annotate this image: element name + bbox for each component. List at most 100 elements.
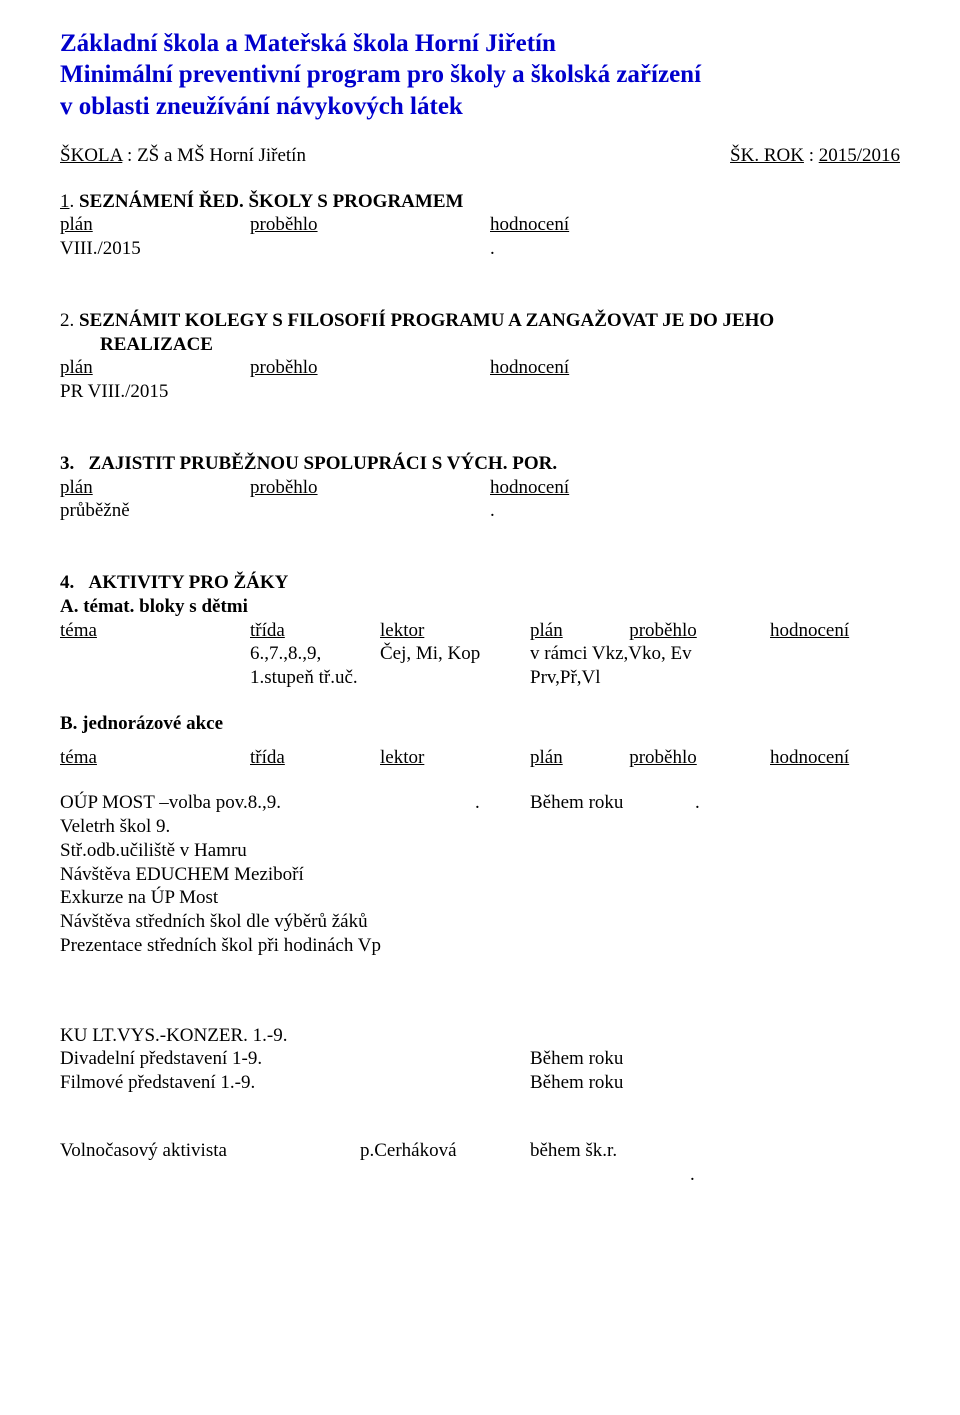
vol-left: Volnočasový aktivista — [60, 1139, 360, 1163]
vol-tail-spacer — [60, 1163, 690, 1187]
meta-row: ŠKOLA : ZŠ a MŠ Horní Jiřetín ŠK. ROK : … — [60, 144, 900, 168]
s2-plan: PR VIII./2015 — [60, 380, 250, 404]
meta-year-value: 2015/2016 — [819, 145, 900, 166]
meta-school-label: ŠKOLA — [60, 145, 122, 166]
s4b-line1-when: Během roku — [530, 791, 695, 815]
s4b-line1-tail: . — [695, 791, 700, 815]
section-3-headers: plán proběhlo hodnocení — [60, 476, 900, 500]
kult-title: KU LT.VYS.-KONZER. 1.-9. — [60, 1024, 900, 1048]
vol-mid: p.Cerháková — [360, 1139, 530, 1163]
section-1-headers: plán proběhlo hodnocení — [60, 213, 900, 237]
section-3-head: 3. ZAJISTIT PRUBĚŽNOU SPOLUPRÁCI S VÝCH.… — [60, 452, 900, 476]
section-1-head: 1. SEZNÁMENÍ ŘED. ŠKOLY S PROGRAMEM — [60, 190, 900, 214]
section-3-title — [79, 453, 89, 474]
s4b-line2: Veletrh škol 9. — [60, 815, 900, 839]
s3-hodnoceni: . — [490, 499, 900, 523]
section-1-dot: . — [70, 191, 75, 212]
section-1-title: SEZNÁMENÍ ŘED. ŠKOLY S PROGRAMEM — [79, 191, 463, 212]
col-probehlo-2: proběhlo — [250, 356, 490, 380]
meta-year: ŠK. ROK : 2015/2016 — [730, 144, 900, 168]
s4a-h-plan-wrap: plán proběhlo — [530, 619, 770, 643]
col-hodnoceni-3: hodnocení — [490, 476, 900, 500]
section-4a-row1: 6.,7.,8.,9, Čej, Mi, Kop v rámci Vkz,Vko… — [60, 642, 900, 666]
section-4a-headers: téma třída lektor plán proběhlo hodnocen… — [60, 619, 900, 643]
vol-tail-row: . — [60, 1163, 900, 1187]
meta-colon: : — [127, 145, 137, 166]
s4b-h-tema: téma — [60, 746, 250, 770]
col-plan-3: plán — [60, 476, 250, 500]
s4a-h-hodnoceni: hodnocení — [770, 619, 900, 643]
title-line-1: Základní škola a Mateřská škola Horní Ji… — [60, 30, 556, 57]
s4b-h-probehlo: proběhlo — [629, 747, 697, 768]
s4b-h-lektor: lektor — [380, 746, 530, 770]
title-line-3: v oblasti zneužívání návykových látek — [60, 93, 463, 120]
col-probehlo-3: proběhlo — [250, 476, 490, 500]
meta-year-label: ŠK. ROK — [730, 145, 804, 166]
s4a-r2-plan: Prv,Př,Vl — [530, 666, 770, 690]
section-2-head: 2. SEZNÁMIT KOLEGY S FILOSOFIÍ PROGRAMU … — [60, 309, 900, 333]
s4a-h-trida: třída — [250, 619, 380, 643]
meta-school-value: ZŠ a MŠ Horní Jiřetín — [137, 145, 306, 166]
col-hodnoceni-2: hodnocení — [490, 356, 900, 380]
kult-r1-right: Během roku — [530, 1047, 900, 1071]
kult-r1-left: Divadelní představení 1-9. — [60, 1047, 530, 1071]
section-2-title2-wrap: REALIZACE — [60, 333, 900, 357]
kult-r2-left: Filmové představení 1.-9. — [60, 1071, 530, 1095]
section-2: 2. SEZNÁMIT KOLEGY S FILOSOFIÍ PROGRAMU … — [60, 309, 900, 404]
s4b-line1: OÚP MOST –volba pov.8.,9. . Během roku . — [60, 791, 900, 815]
section-4-num: 4. — [60, 572, 74, 593]
section-4-title — [79, 572, 89, 593]
s3-plan: průběžně — [60, 499, 250, 523]
s4a-r1-empty — [770, 642, 900, 666]
section-2-headers: plán proběhlo hodnocení — [60, 356, 900, 380]
s4b-line1-left: OÚP MOST –volba pov.8.,9. — [60, 791, 475, 815]
meta-colon2: : — [809, 145, 819, 166]
s4b-line3: Stř.odb.učiliště v Hamru — [60, 839, 900, 863]
s4a-h-tema: téma — [60, 619, 250, 643]
s4b-h-plan: plán — [530, 747, 563, 768]
s4b-h-trida: třída — [250, 746, 380, 770]
s4a-label: A. témat. bloky s dětmi — [60, 596, 248, 617]
page-title: Základní škola a Mateřská škola Horní Ji… — [60, 28, 900, 122]
section-4: 4. AKTIVITY PRO ŽÁKY A. témat. bloky s d… — [60, 571, 900, 958]
s4b-line1-dot: . — [475, 791, 530, 815]
s4a-r2-lektor — [380, 666, 530, 690]
section-2-title1: SEZNÁMIT KOLEGY S FILOSOFIÍ PROGRAMU A Z… — [79, 310, 774, 331]
s4a-r2-trida: 1.stupeň tř.uč. — [250, 666, 380, 690]
section-4b-label: B. jednorázové akce — [60, 712, 900, 736]
section-1: 1. SEZNÁMENÍ ŘED. ŠKOLY S PROGRAMEM plán… — [60, 190, 900, 261]
s1-hodnoceni: . — [490, 237, 900, 261]
s2-empty2 — [490, 380, 900, 404]
col-plan-2: plán — [60, 356, 250, 380]
s4b-sp — [567, 747, 624, 768]
s4b-h-plan-wrap: plán proběhlo — [530, 746, 770, 770]
s4a-r1-tema — [60, 642, 250, 666]
vol-tail: . — [690, 1163, 695, 1187]
section-1-num: 1 — [60, 191, 70, 212]
s4a-r1-trida: 6.,7.,8.,9, — [250, 642, 380, 666]
s1-empty — [250, 237, 490, 261]
s2-empty — [250, 380, 490, 404]
vol-right: během šk.r. — [530, 1139, 617, 1163]
s4a-h-probehlo: proběhlo — [629, 620, 697, 641]
s3-empty — [250, 499, 490, 523]
s4b-line4: Návštěva EDUCHEM Meziboří — [60, 863, 900, 887]
s4a-sp — [567, 620, 624, 641]
s4a-h-plan: plán — [530, 620, 563, 641]
s4a-r1-plan: v rámci Vkz,Vko, Ev — [530, 642, 770, 666]
section-3-row: průběžně . — [60, 499, 900, 523]
col-plan: plán — [60, 213, 250, 237]
title-line-2: Minimální preventivní program pro školy … — [60, 61, 701, 88]
section-4b-headers: téma třída lektor plán proběhlo hodnocen… — [60, 746, 900, 770]
s4b-label: B. jednorázové akce — [60, 713, 223, 734]
s1-plan: VIII./2015 — [60, 237, 250, 261]
section-3-title-text: ZAJISTIT PRUBĚŽNOU SPOLUPRÁCI S VÝCH. PO… — [89, 453, 558, 474]
s4a-r2-empty — [770, 666, 900, 690]
col-probehlo: proběhlo — [250, 213, 490, 237]
section-4-head: 4. AKTIVITY PRO ŽÁKY — [60, 571, 900, 595]
kult-r2: Filmové představení 1.-9. Během roku — [60, 1071, 900, 1095]
s4b-line6: Návštěva středních škol dle výběrů žáků — [60, 910, 900, 934]
s4b-h-hodnoceni: hodnocení — [770, 746, 900, 770]
section-3-num: 3. — [60, 453, 74, 474]
section-4-title-text: AKTIVITY PRO ŽÁKY — [89, 572, 289, 593]
